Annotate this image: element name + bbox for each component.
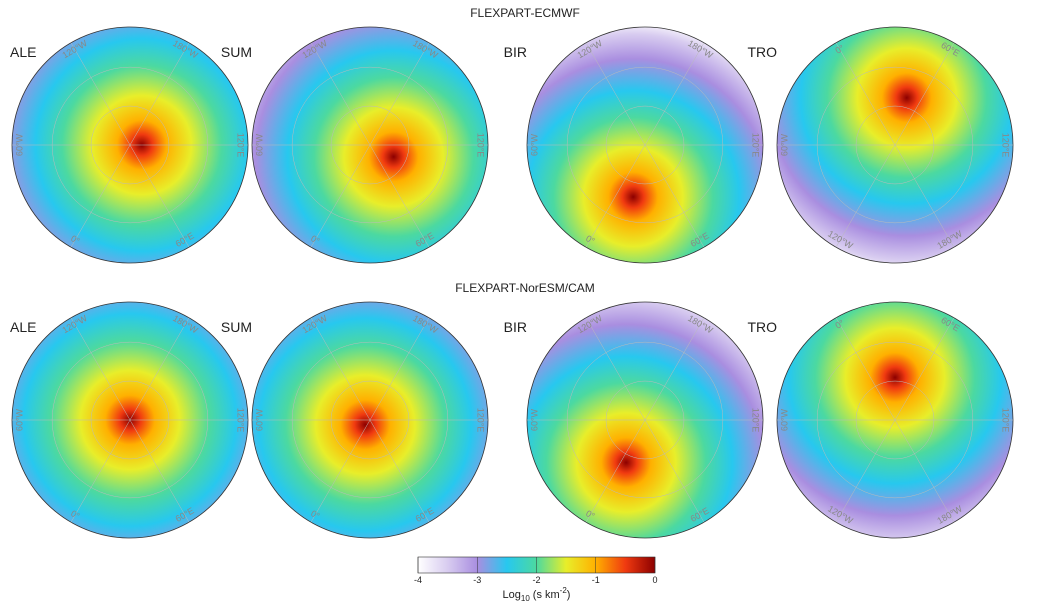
graticule xyxy=(70,144,131,248)
panel-label: SUM xyxy=(221,319,252,335)
graticule xyxy=(894,419,955,523)
graticule xyxy=(129,144,190,248)
colorbar-tick-label: -4 xyxy=(414,575,422,585)
colorbar-label-part: -2 xyxy=(560,586,568,595)
lon-label: 60°W xyxy=(529,133,539,156)
panel-label: BIR xyxy=(504,319,527,335)
graticule xyxy=(585,144,646,248)
graticule xyxy=(894,317,955,421)
lon-label: 120°E xyxy=(1001,408,1011,433)
graticule xyxy=(585,42,646,146)
graticule xyxy=(585,419,646,523)
panel-label: SUM xyxy=(221,44,252,60)
graticule xyxy=(310,144,371,248)
panel-label: ALE xyxy=(10,44,36,60)
lon-label: 60°W xyxy=(779,133,789,156)
graticule xyxy=(369,419,430,523)
lon-label: 60°W xyxy=(14,408,24,431)
panel-label: TRO xyxy=(747,319,777,335)
graticule xyxy=(310,419,371,523)
graticule xyxy=(369,144,430,248)
lon-label: 60°W xyxy=(254,133,264,156)
colorbar-label-part: ) xyxy=(567,589,571,601)
graticule xyxy=(585,317,646,421)
lon-label: 120°E xyxy=(1001,133,1011,158)
panel-label: TRO xyxy=(747,44,777,60)
lon-label: 60°W xyxy=(779,408,789,431)
graticule xyxy=(644,144,705,248)
graticule xyxy=(894,42,955,146)
lon-label: 60°W xyxy=(14,133,24,156)
graticule xyxy=(644,42,705,146)
colorbar-label-part: Log xyxy=(503,589,521,601)
colorbar-label: Log10 (s km-2) xyxy=(503,586,571,603)
graticule xyxy=(369,317,430,421)
row-title: FLEXPART-ECMWF xyxy=(470,6,580,20)
colorbar-tick-label: -3 xyxy=(473,575,481,585)
lon-label: 120°E xyxy=(476,408,486,433)
lon-label: 120°E xyxy=(751,408,761,433)
panel-label: BIR xyxy=(504,44,527,60)
graticule xyxy=(70,419,131,523)
colorbar-label-part: (s km xyxy=(533,589,560,601)
graticule xyxy=(835,144,896,248)
colorbar-tick-label: -1 xyxy=(592,575,600,585)
graticule xyxy=(369,42,430,146)
lon-label: 60°W xyxy=(254,408,264,431)
row-title: FLEXPART-NorESM/CAM xyxy=(455,281,595,295)
graticule xyxy=(129,42,190,146)
graticule xyxy=(129,317,190,421)
colorbar-tick-label: 0 xyxy=(652,575,657,585)
lon-label: 60°W xyxy=(529,408,539,431)
colorbar-tick-label: -2 xyxy=(532,575,540,585)
lon-label: 120°E xyxy=(236,408,246,433)
graticule xyxy=(70,317,131,421)
panel-label: ALE xyxy=(10,319,36,335)
lon-label: 120°E xyxy=(751,133,761,158)
graticule xyxy=(835,317,896,421)
graticule xyxy=(310,42,371,146)
colorbar-label-part: 10 xyxy=(521,594,530,603)
lon-label: 120°E xyxy=(236,133,246,158)
graticule xyxy=(310,317,371,421)
graticule xyxy=(835,419,896,523)
graticule xyxy=(644,419,705,523)
graticule xyxy=(835,42,896,146)
graticule xyxy=(894,144,955,248)
lon-label: 120°E xyxy=(476,133,486,158)
graticule xyxy=(70,42,131,146)
graticule xyxy=(129,419,190,523)
graticule xyxy=(644,317,705,421)
